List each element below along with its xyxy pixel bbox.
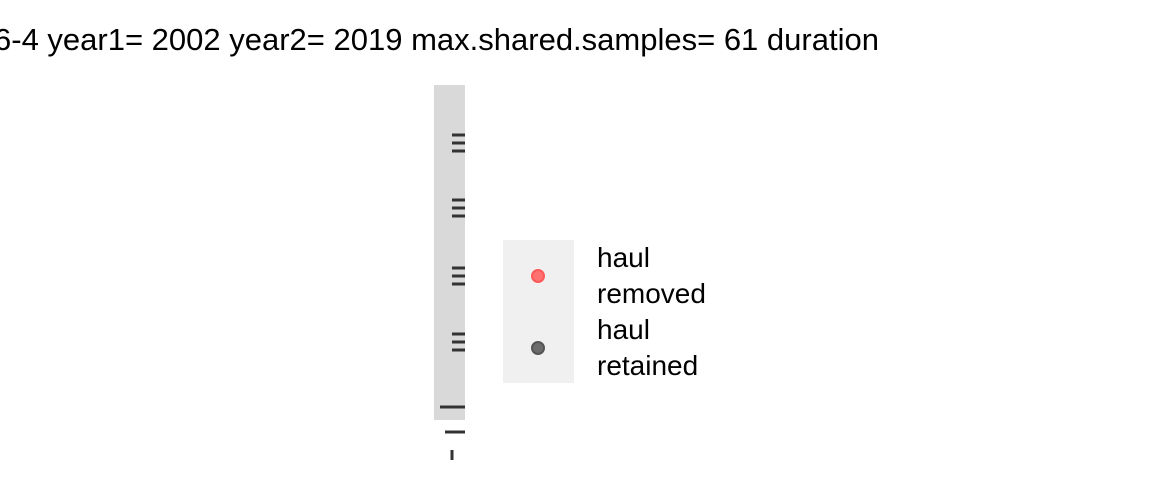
legend-key [531,341,545,355]
crushed-panels [440,133,465,460]
legend-label: haul removed [597,242,706,309]
legend-key [531,269,545,283]
legend-label: haul retained [597,314,699,381]
chart-title: 6-4 year1= 2002 year2= 2019 max.shared.s… [0,22,879,57]
facet-strip [434,85,465,420]
legend-box [503,240,574,383]
